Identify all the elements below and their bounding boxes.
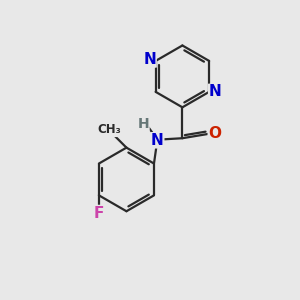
Text: O: O [208, 126, 221, 141]
Text: CH₃: CH₃ [97, 124, 121, 136]
Text: F: F [93, 206, 104, 220]
Text: N: N [151, 133, 164, 148]
Text: N: N [143, 52, 156, 67]
Text: H: H [137, 117, 149, 131]
Text: N: N [209, 84, 221, 99]
